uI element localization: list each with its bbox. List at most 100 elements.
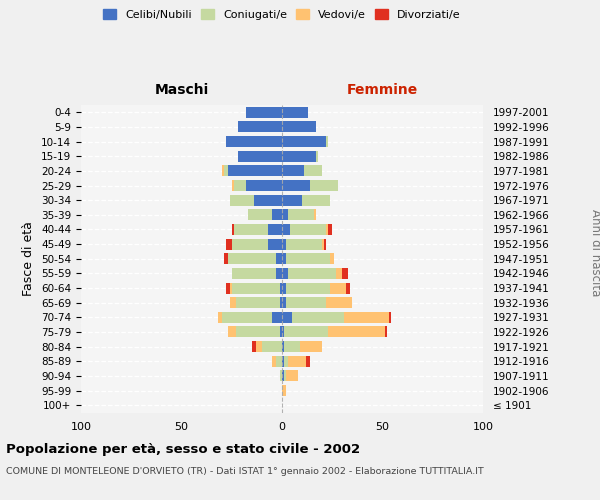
Bar (276, 268, 282, 279)
Bar (282, 151, 316, 162)
Bar (282, 385, 286, 396)
Bar (282, 312, 292, 323)
Bar (324, 238, 326, 250)
Bar (304, 166, 322, 176)
Bar (246, 107, 282, 118)
Bar (286, 238, 322, 250)
Bar (228, 254, 276, 264)
Bar (322, 238, 324, 250)
Bar (218, 312, 222, 323)
Bar (272, 356, 276, 366)
Bar (336, 268, 343, 279)
Bar (248, 210, 272, 220)
Bar (284, 356, 288, 366)
Bar (254, 194, 282, 205)
Text: Anni di nascita: Anni di nascita (589, 209, 600, 296)
Text: Maschi: Maschi (154, 84, 209, 98)
Bar (330, 254, 334, 264)
Bar (284, 326, 328, 338)
Bar (282, 356, 284, 366)
Bar (282, 166, 304, 176)
Bar (272, 210, 282, 220)
Bar (343, 268, 349, 279)
Text: COMUNE DI MONTELEONE D'ORVIETO (TR) - Dati ISTAT 1° gennaio 2002 - Elaborazione : COMUNE DI MONTELEONE D'ORVIETO (TR) - Da… (6, 468, 484, 476)
Bar (262, 341, 282, 352)
Bar (252, 341, 256, 352)
Bar (284, 341, 300, 352)
Bar (282, 210, 288, 220)
Bar (226, 238, 232, 250)
Bar (330, 282, 346, 294)
Text: Popolazione per età, sesso e stato civile - 2002: Popolazione per età, sesso e stato civil… (6, 442, 360, 456)
Bar (280, 282, 282, 294)
Bar (310, 180, 338, 191)
Bar (314, 210, 316, 220)
Bar (292, 312, 344, 323)
Bar (282, 341, 284, 352)
Bar (282, 224, 290, 235)
Bar (232, 268, 276, 279)
Bar (226, 282, 230, 294)
Bar (328, 224, 332, 235)
Bar (232, 224, 234, 235)
Bar (234, 180, 246, 191)
Bar (238, 151, 282, 162)
Bar (282, 370, 284, 382)
Bar (280, 326, 282, 338)
Bar (316, 151, 318, 162)
Bar (246, 180, 282, 191)
Bar (230, 297, 236, 308)
Legend: Celibi/Nubili, Coniugati/e, Vedovi/e, Divorziati/e: Celibi/Nubili, Coniugati/e, Vedovi/e, Di… (100, 6, 464, 23)
Bar (300, 341, 322, 352)
Bar (282, 268, 288, 279)
Bar (272, 312, 282, 323)
Bar (232, 282, 280, 294)
Bar (328, 326, 385, 338)
Bar (282, 107, 308, 118)
Bar (282, 194, 302, 205)
Bar (282, 122, 316, 132)
Bar (306, 356, 310, 366)
Bar (344, 312, 389, 323)
Bar (224, 166, 228, 176)
Bar (286, 297, 326, 308)
Bar (282, 254, 286, 264)
Bar (286, 282, 330, 294)
Bar (222, 166, 224, 176)
Bar (232, 180, 234, 191)
Bar (326, 136, 328, 147)
Bar (288, 356, 306, 366)
Bar (282, 326, 284, 338)
Bar (276, 356, 282, 366)
Bar (236, 326, 280, 338)
Bar (282, 136, 326, 147)
Bar (230, 194, 254, 205)
Bar (276, 254, 282, 264)
Bar (226, 136, 282, 147)
Bar (228, 326, 236, 338)
Bar (268, 224, 282, 235)
Bar (222, 312, 272, 323)
Bar (280, 370, 282, 382)
Bar (280, 297, 282, 308)
Bar (234, 224, 268, 235)
Bar (346, 282, 350, 294)
Y-axis label: Fasce di età: Fasce di età (22, 222, 35, 296)
Bar (284, 370, 286, 382)
Text: Femmine: Femmine (347, 84, 418, 98)
Bar (326, 297, 352, 308)
Bar (288, 268, 336, 279)
Bar (290, 224, 326, 235)
Bar (282, 297, 286, 308)
Bar (389, 312, 391, 323)
Bar (288, 210, 314, 220)
Bar (256, 341, 262, 352)
Bar (385, 326, 386, 338)
Bar (286, 254, 330, 264)
Bar (232, 238, 268, 250)
Bar (282, 180, 310, 191)
Bar (236, 297, 280, 308)
Bar (268, 238, 282, 250)
Bar (228, 166, 282, 176)
Bar (282, 238, 286, 250)
